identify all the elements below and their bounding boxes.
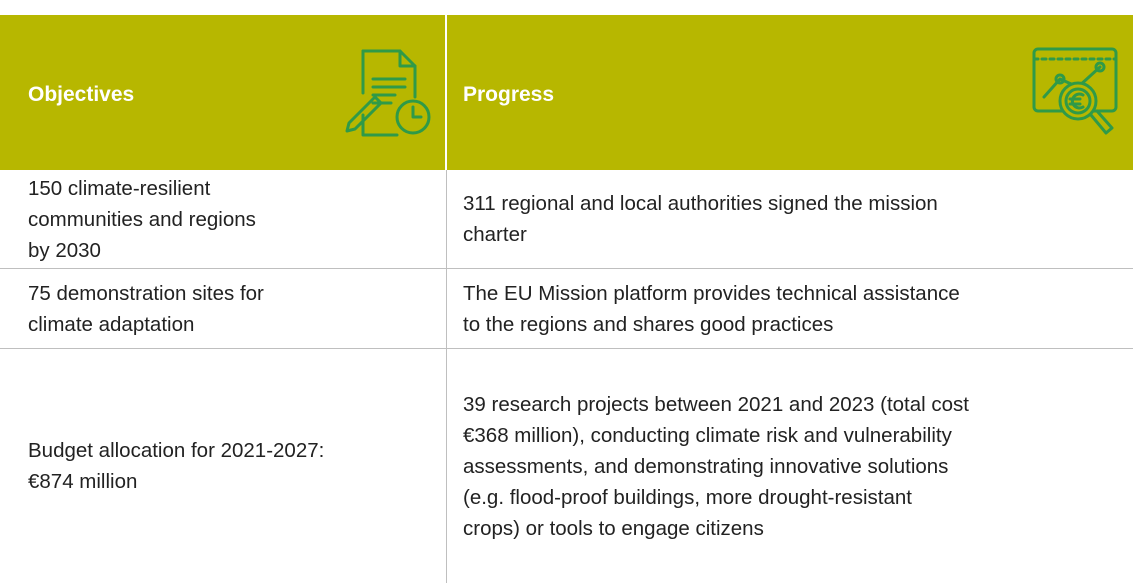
table-header: Objectives Progress (0, 15, 1133, 170)
table-cell: 150 climate-resilient communities and reg… (28, 170, 438, 268)
cell-text-line: (e.g. flood-proof buildings, more drough… (463, 485, 912, 509)
cell-text-line: 75 demonstration sites for (28, 281, 264, 305)
cell-text-line: assessments, and demonstrating innovativ… (463, 454, 949, 478)
cell-text-line: by 2030 (28, 238, 101, 262)
header-cell: Objectives (28, 15, 134, 170)
table-row: 150 climate-resilient communities and reg… (0, 170, 1133, 269)
cell-text-line: Budget allocation for 2021-2027: (28, 439, 325, 462)
table-cell: Budget allocation for 2021-2027: €874 mil… (28, 349, 438, 583)
cell-text-line: to the regions and shares good practices (463, 312, 834, 336)
table-cell: 311 regional and local authorities signe… (463, 170, 1128, 268)
column-divider (446, 269, 447, 348)
cell-text-line: crops) or tools to engage citizens (463, 516, 764, 540)
table-cell: 75 demonstration sites for climate adapta… (28, 269, 438, 348)
header-cell: Progress (463, 15, 554, 170)
cell-text-line: 150 climate-resilient (28, 176, 211, 200)
header-divider (445, 15, 447, 170)
table-row: 75 demonstration sites for climate adapta… (0, 269, 1133, 349)
cell-text-line: climate adaptation (28, 312, 195, 336)
cell-text-line: €874 million (28, 470, 138, 493)
cell-text-line: 311 regional and local authorities signe… (463, 192, 938, 215)
table-row: Budget allocation for 2021-2027: €874 mil… (0, 349, 1133, 583)
cell-text-line: €368 million), conducting climate risk a… (463, 423, 952, 447)
header-text: Progress (463, 82, 555, 106)
column-divider (446, 170, 447, 268)
cell-text-line: The EU Mission platform provides technic… (463, 281, 960, 305)
table-cell: 39 research projects between 2021 and 20… (463, 349, 1128, 583)
cell-text-line: 39 research projects between 2021 and 20… (463, 392, 969, 416)
table-cell: The EU Mission platform provides technic… (463, 269, 1128, 348)
column-divider (446, 349, 447, 583)
cell-text-line: charter (463, 223, 527, 246)
progress-icon (1032, 47, 1118, 135)
cell-text-line: communities and regions (28, 207, 256, 231)
header-text: Objectives (28, 82, 135, 106)
objectives-icon (345, 49, 431, 137)
